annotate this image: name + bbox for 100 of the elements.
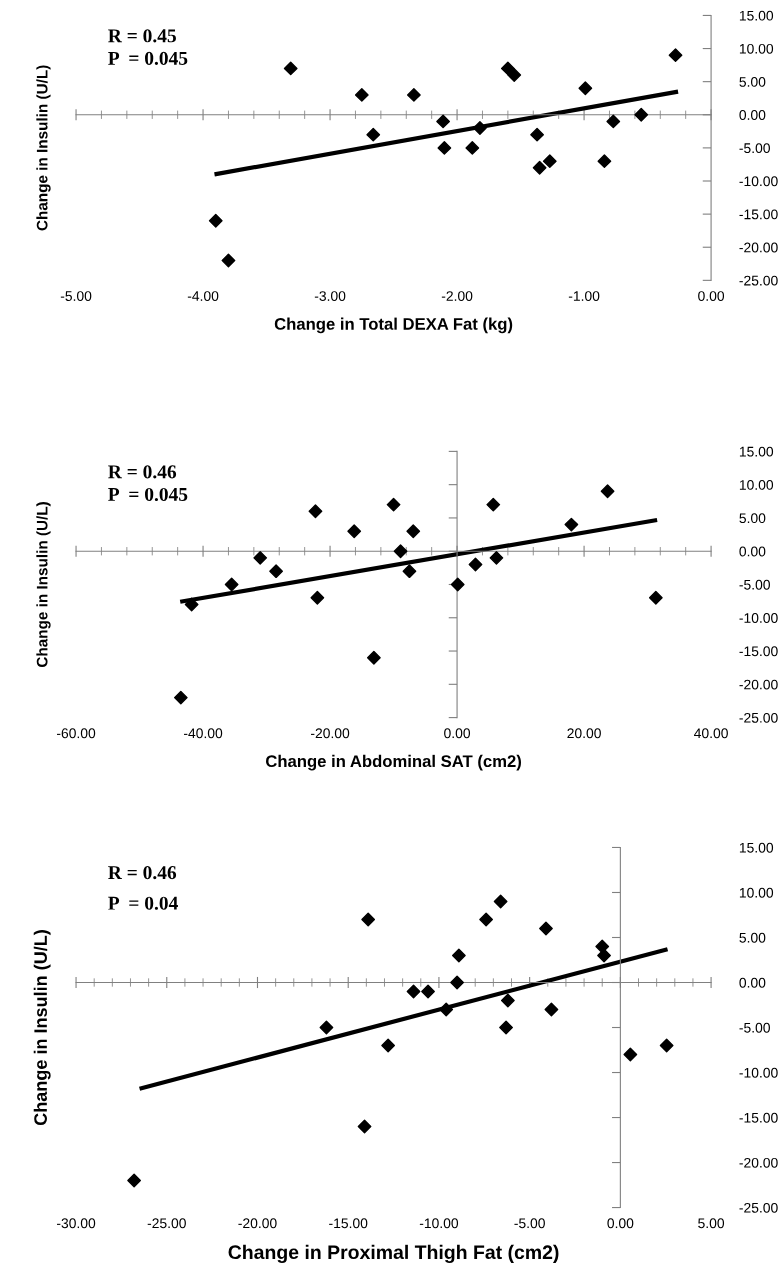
point: [500, 993, 515, 1008]
point: [465, 140, 480, 155]
point: [319, 1020, 334, 1035]
point: [357, 1119, 372, 1134]
point: [347, 524, 362, 539]
x-tick-label: 0.00: [607, 1218, 634, 1229]
y-tick-label: -10.00: [739, 1067, 778, 1078]
x-tick-label: -4.00: [187, 291, 219, 301]
point: [224, 577, 239, 592]
point: [406, 524, 421, 539]
y-tick-label: 15.00: [739, 446, 774, 457]
point: [366, 127, 381, 142]
y-tick-label: -5.00: [739, 143, 770, 154]
point: [623, 1047, 638, 1062]
y-tick-label: -10.00: [739, 176, 778, 187]
point: [173, 690, 188, 705]
point: [361, 912, 376, 927]
x-tick-label: -5.00: [514, 1218, 545, 1229]
y-tick-label: 5.00: [739, 77, 766, 87]
x-tick-label: 40.00: [694, 728, 728, 739]
point: [597, 154, 612, 169]
point: [544, 1002, 559, 1017]
x-tick-label: -15.00: [329, 1218, 368, 1229]
x-tick-label: -30.00: [56, 1218, 96, 1229]
point: [564, 517, 579, 532]
y-tick-label: 15.00: [739, 842, 774, 853]
x-tick-label: -60.00: [56, 728, 96, 739]
point: [436, 114, 451, 129]
point: [450, 975, 464, 990]
y-tick-label: -20.00: [739, 679, 778, 690]
x-tick-label: 5.00: [698, 1218, 725, 1229]
point: [530, 127, 544, 142]
point: [366, 650, 381, 665]
y-tick-label: -10.00: [739, 613, 778, 623]
point: [354, 88, 369, 102]
x-tick-label: -1.00: [568, 291, 600, 301]
point: [532, 160, 547, 175]
y-tick-label: -5.00: [739, 1022, 770, 1033]
annotation: R = 0.45: [108, 29, 176, 43]
y-axis-title: Change in Insulin (U/L): [33, 930, 51, 1126]
y-tick-label: -25.00: [739, 1202, 778, 1213]
point: [648, 590, 663, 605]
y-tick-label: -25.00: [739, 275, 778, 286]
y-tick-label: -15.00: [739, 1112, 778, 1123]
x-tick-label: 20.00: [567, 728, 601, 739]
point: [406, 88, 421, 102]
point: [450, 577, 465, 592]
point: [269, 564, 283, 579]
y-axis-title: Change in Insulin (U/L): [36, 65, 51, 231]
y-axis-title: Change in Insulin (U/L): [36, 502, 51, 668]
point: [479, 912, 494, 927]
annotation: R = 0.46: [108, 465, 177, 479]
point: [439, 1002, 454, 1017]
point: [606, 114, 621, 129]
y-tick-label: 0.00: [739, 977, 766, 988]
point: [597, 948, 611, 963]
x-tick-label: -2.00: [441, 291, 473, 301]
point: [486, 497, 501, 512]
point: [539, 921, 553, 936]
point: [451, 948, 466, 963]
point: [421, 984, 435, 999]
point: [308, 504, 323, 519]
annotation: P = 0.04: [108, 896, 178, 910]
x-tick-label: 0.00: [698, 291, 725, 301]
y-tick-label: 0.00: [739, 110, 766, 120]
x-tick-label: -5.00: [60, 291, 92, 301]
y-tick-label: -15.00: [739, 646, 778, 657]
y-tick-label: -20.00: [739, 242, 778, 253]
y-tick-label: 15.00: [739, 10, 774, 21]
point: [221, 253, 236, 268]
point: [542, 154, 557, 169]
x-tick-label: -40.00: [183, 728, 223, 739]
point: [489, 550, 504, 565]
y-tick-label: 5.00: [739, 932, 766, 943]
x-tick-label: -20.00: [310, 728, 350, 739]
point: [668, 48, 683, 63]
x-tick-label: -10.00: [419, 1218, 459, 1229]
point: [600, 484, 615, 499]
point: [283, 61, 298, 76]
y-tick-label: 10.00: [739, 43, 774, 54]
x-axis-title: Change in Abdominal SAT (cm2): [266, 754, 521, 771]
y-tick-label: 5.00: [739, 513, 766, 524]
point: [310, 590, 325, 605]
x-axis-title: Change in Total DEXA Fat (kg): [274, 317, 513, 334]
x-tick-label: -25.00: [147, 1218, 186, 1229]
point: [406, 984, 421, 999]
point: [473, 121, 487, 135]
y-tick-label: -15.00: [739, 209, 778, 220]
point: [634, 107, 649, 122]
x-tick-label: -20.00: [238, 1218, 277, 1229]
annotation: P = 0.045: [108, 51, 188, 65]
y-tick-label: -20.00: [739, 1157, 778, 1168]
x-tick-label: -3.00: [314, 291, 346, 301]
y-tick-label: -5.00: [739, 579, 770, 590]
point: [381, 1038, 396, 1053]
x-tick-label: 0.00: [444, 728, 471, 739]
x-axis-title: Change in Proximal Thigh Fat (cm2): [228, 1244, 559, 1264]
y-tick-label: -25.00: [739, 712, 778, 723]
point: [386, 497, 401, 512]
point: [127, 1173, 142, 1188]
